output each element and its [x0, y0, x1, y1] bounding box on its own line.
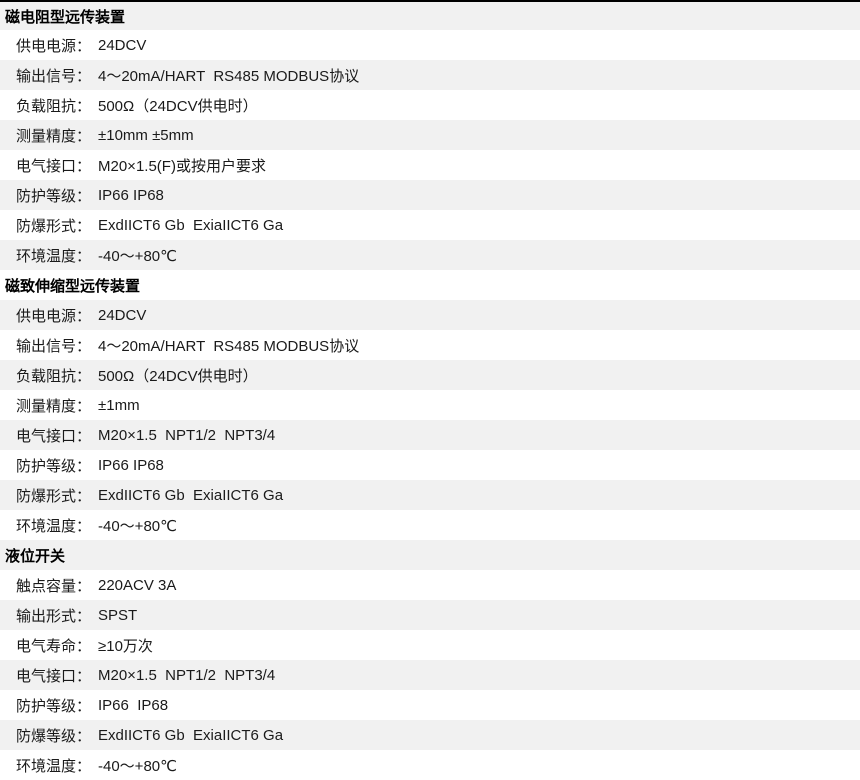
spec-row: 负载阻抗： 500Ω（24DCV供电时） — [0, 360, 860, 390]
spec-value: 500Ω（24DCV供电时） — [98, 97, 258, 115]
spec-label: 输出信号： — [16, 337, 92, 355]
spec-row: 电气接口： M20×1.5 NPT1/2 NPT3/4 — [0, 420, 860, 450]
spec-row: 环境温度： -40～+80℃ — [0, 510, 860, 540]
spec-label: 防护等级： — [16, 457, 92, 475]
spec-row: 防爆形式： ExdIICT6 Gb ExiaIICT6 Ga — [0, 210, 860, 240]
spec-value: -40～+80℃ — [98, 757, 177, 775]
section-title: 液位开关 — [0, 540, 860, 570]
spec-value: ±1mm — [98, 396, 140, 414]
spec-label: 电气接口： — [16, 157, 92, 175]
spec-label: 防爆形式： — [16, 487, 92, 505]
spec-label: 防爆等级： — [16, 727, 92, 745]
spec-row: 环境温度： -40～+80℃ — [0, 240, 860, 270]
spec-label: 防护等级： — [16, 187, 92, 205]
spec-value: IP66 IP68 — [98, 456, 164, 474]
spec-row: 供电电源： 24DCV — [0, 30, 860, 60]
spec-row: 输出信号： 4～20mA/HART RS485 MODBUS协议 — [0, 60, 860, 90]
spec-row: 防爆形式： ExdIICT6 Gb ExiaIICT6 Ga — [0, 480, 860, 510]
spec-label: 电气接口： — [16, 667, 92, 685]
spec-value: 4～20mA/HART RS485 MODBUS协议 — [98, 67, 360, 85]
spec-label: 防护等级： — [16, 697, 92, 715]
spec-value: SPST — [98, 606, 138, 624]
spec-row: 触点容量： 220ACV 3A — [0, 570, 860, 600]
spec-row: 防护等级： IP66 IP68 — [0, 180, 860, 210]
spec-row: 测量精度： ±10mm ±5mm — [0, 120, 860, 150]
spec-value: 500Ω（24DCV供电时） — [98, 367, 258, 385]
spec-row: 电气寿命： ≥10万次 — [0, 630, 860, 660]
spec-value: M20×1.5 NPT1/2 NPT3/4 — [98, 426, 276, 444]
spec-value: 220ACV 3A — [98, 576, 177, 594]
spec-value: 4～20mA/HART RS485 MODBUS协议 — [98, 337, 360, 355]
spec-label: 负载阻抗： — [16, 367, 92, 385]
spec-value: ±10mm ±5mm — [98, 126, 194, 144]
spec-value: ≥10万次 — [98, 637, 153, 655]
spec-label: 环境温度： — [16, 757, 92, 775]
spec-value: M20×1.5(F)或按用户要求 — [98, 157, 266, 175]
spec-row: 负载阻抗： 500Ω（24DCV供电时） — [0, 90, 860, 120]
spec-label: 输出形式： — [16, 607, 92, 625]
spec-value: ExdIICT6 Gb ExiaIICT6 Ga — [98, 216, 284, 234]
spec-row: 防护等级： IP66 IP68 — [0, 450, 860, 480]
spec-label: 电气接口： — [16, 427, 92, 445]
spec-label: 电气寿命： — [16, 637, 92, 655]
spec-label: 触点容量： — [16, 577, 92, 595]
spec-row: 输出信号： 4～20mA/HART RS485 MODBUS协议 — [0, 330, 860, 360]
spec-label: 输出信号： — [16, 67, 92, 85]
spec-value: M20×1.5 NPT1/2 NPT3/4 — [98, 666, 276, 684]
spec-value: ExdIICT6 Gb ExiaIICT6 Ga — [98, 486, 284, 504]
spec-label: 防爆形式： — [16, 217, 92, 235]
spec-label: 测量精度： — [16, 127, 92, 145]
spec-row: 输出形式： SPST — [0, 600, 860, 630]
spec-label: 环境温度： — [16, 247, 92, 265]
spec-row: 供电电源： 24DCV — [0, 300, 860, 330]
spec-row: 环境温度： -40～+80℃ — [0, 750, 860, 780]
spec-row: 防护等级： IP66 IP68 — [0, 690, 860, 720]
section-title: 磁电阻型远传装置 — [0, 2, 860, 30]
spec-value: 24DCV — [98, 36, 147, 54]
spec-row: 防爆等级： ExdIICT6 Gb ExiaIICT6 Ga — [0, 720, 860, 750]
spec-label: 供电电源： — [16, 37, 92, 55]
spec-label: 负载阻抗： — [16, 97, 92, 115]
section-title: 磁致伸缩型远传装置 — [0, 270, 860, 300]
spec-value: -40～+80℃ — [98, 247, 177, 265]
spec-label: 测量精度： — [16, 397, 92, 415]
spec-value: ExdIICT6 Gb ExiaIICT6 Ga — [98, 726, 284, 744]
spec-value: 24DCV — [98, 306, 147, 324]
spec-label: 供电电源： — [16, 307, 92, 325]
spec-value: -40～+80℃ — [98, 517, 177, 535]
spec-value: IP66 IP68 — [98, 186, 164, 204]
spec-value: IP66 IP68 — [98, 696, 169, 714]
spec-row: 电气接口： M20×1.5(F)或按用户要求 — [0, 150, 860, 180]
spec-row: 测量精度： ±1mm — [0, 390, 860, 420]
spec-row: 电气接口： M20×1.5 NPT1/2 NPT3/4 — [0, 660, 860, 690]
spec-label: 环境温度： — [16, 517, 92, 535]
